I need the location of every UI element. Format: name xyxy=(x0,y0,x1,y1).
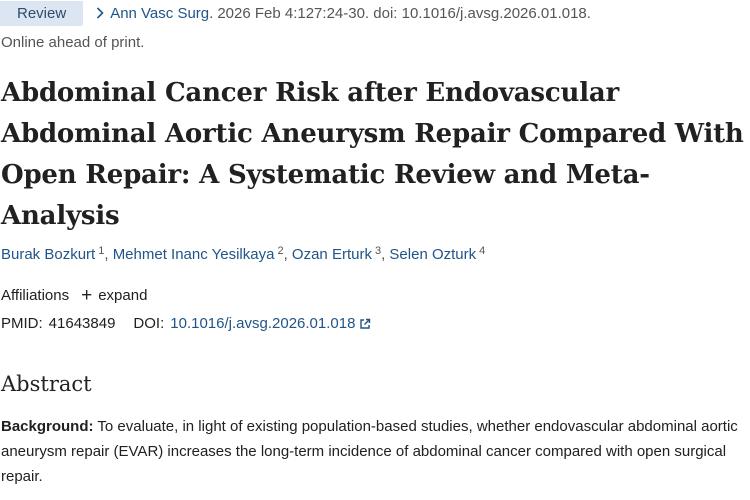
chevron-right-icon[interactable] xyxy=(94,7,106,19)
affiliations-label: Affiliations xyxy=(1,287,70,304)
identifiers-row: PMID: 41643849 DOI: 10.1016/j.avsg.2026.… xyxy=(1,315,371,332)
affiliation-ref[interactable]: 4 xyxy=(479,245,486,257)
affiliation-ref[interactable]: 3 xyxy=(374,245,382,257)
affiliation-ref[interactable]: 1 xyxy=(98,245,105,257)
citation-text: 2026 Feb 4:127:24-30. doi: 10.1016/j.avs… xyxy=(217,4,591,22)
affiliation-ref[interactable]: 2 xyxy=(277,245,284,257)
expand-affiliations-button[interactable]: + expand xyxy=(81,285,148,306)
publication-status: Online ahead of print. xyxy=(1,34,145,51)
background-label: Background: xyxy=(1,418,94,435)
publication-type-badge: Review xyxy=(0,0,84,26)
author-link[interactable]: Mehmet Inanc Yesilkaya xyxy=(112,246,275,263)
affiliations-row: Affiliations + expand xyxy=(1,285,148,306)
expand-label: expand xyxy=(98,287,148,304)
author-list: Burak Bozkurt 1, Mehmet Inanc Yesilkaya 2,… xyxy=(1,245,486,263)
background-text: To evaluate, in light of existing popula… xyxy=(1,418,738,485)
abstract-background: Background: To evaluate, in light of exi… xyxy=(1,414,741,489)
doi-label: DOI: xyxy=(133,315,165,332)
author-link[interactable]: Selen Ozturk xyxy=(389,246,477,263)
author-link[interactable]: Burak Bozkurt xyxy=(1,246,96,263)
citation-bar: Review Ann Vasc Surg. 2026 Feb 4:127:24-… xyxy=(0,0,591,26)
doi-link[interactable]: 10.1016/j.avsg.2026.01.018 xyxy=(170,315,356,332)
pmid-label: PMID: xyxy=(1,315,43,332)
article-title: Abdominal Cancer Risk after Endovascular… xyxy=(1,78,744,231)
abstract-heading: Abstract xyxy=(1,372,92,396)
journal-link[interactable]: Ann Vasc Surg. xyxy=(110,4,214,22)
pmid-value: 41643849 xyxy=(48,315,116,332)
author-link[interactable]: Ozan Erturk xyxy=(291,246,372,263)
external-link-icon[interactable] xyxy=(359,318,371,330)
plus-icon: + xyxy=(81,285,93,306)
